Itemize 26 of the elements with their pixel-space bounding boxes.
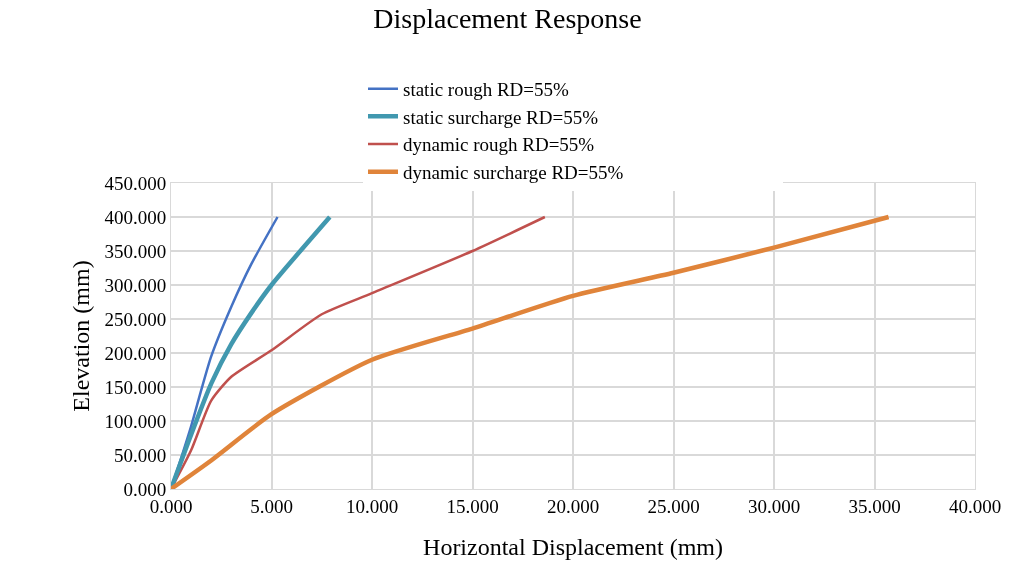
legend-label: dynamic rough RD=55%	[403, 134, 595, 156]
y-tick-label: 100.000	[104, 410, 167, 432]
x-axis-title: Horizontal Displacement (mm)	[423, 534, 723, 561]
line-series	[171, 214, 333, 489]
x-tick-label: 25.000	[647, 495, 700, 517]
y-tick-label: 250.000	[104, 308, 167, 330]
x-tick-label: 20.000	[546, 495, 600, 517]
y-tick-label: 200.000	[104, 342, 167, 364]
y-tick-label: 450.000	[104, 172, 167, 194]
legend-label: static surcharge RD=55%	[403, 106, 599, 128]
y-axis-title: Elevation (mm)	[67, 260, 94, 412]
x-tick-label: 40.000	[948, 495, 1002, 517]
x-tick-label: 30.000	[747, 495, 801, 517]
x-tick-label: 35.000	[848, 495, 901, 517]
chart-title: Displacement Response	[373, 3, 642, 35]
line-series	[171, 214, 891, 489]
x-tick-label: 10.000	[345, 495, 399, 517]
legend-label: static rough RD=55%	[403, 79, 570, 101]
x-tick-label: 5.000	[250, 495, 293, 517]
y-tick-label: 300.000	[104, 274, 167, 296]
y-tick-label: 350.000	[104, 240, 167, 262]
legend-label: dynamic surcharge RD=55%	[403, 162, 624, 184]
y-tick-label: 150.000	[104, 376, 167, 398]
y-tick-label: 400.000	[104, 206, 167, 228]
x-tick-label: 15.000	[446, 495, 499, 517]
y-tick-label: 50.000	[113, 444, 167, 466]
